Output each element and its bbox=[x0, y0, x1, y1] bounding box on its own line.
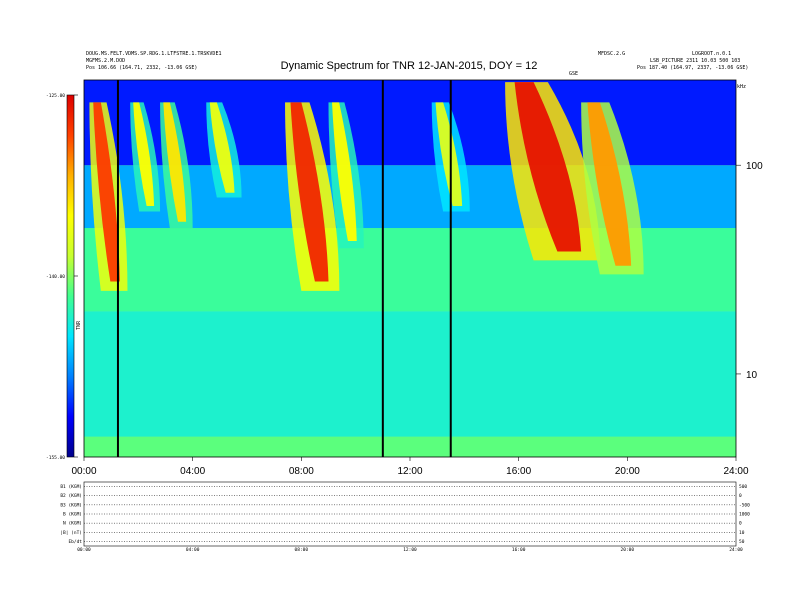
lower-panel-right-tick: 10 bbox=[739, 530, 745, 536]
header-right-line-3: LSB_PICTURE 2311 10.03 500 103 bbox=[650, 58, 740, 64]
background-band bbox=[84, 80, 736, 166]
header-center-small: GSE bbox=[569, 71, 578, 77]
lower-panel: B1 (KGM) B2 (KGM) B3 (KGM) B (KGM) N (KGM) |B… bbox=[60, 481, 750, 553]
header-right-pos: Pos 187.40 (164.97, 2337, -13.06 GSE) bbox=[637, 65, 748, 71]
lower-panel-x-tick-label: 04:00 bbox=[186, 547, 200, 553]
radio-burst-core bbox=[332, 102, 357, 241]
lower-panel-x-tick-label: 00:00 bbox=[77, 547, 91, 553]
y-axis-ticks: 100 10 bbox=[736, 161, 763, 381]
radio-burst-core bbox=[290, 102, 329, 282]
radio-burst-core bbox=[133, 102, 155, 207]
x-tick-label: 20:00 bbox=[615, 466, 640, 477]
lower-panel-x-tick-label: 12:00 bbox=[403, 547, 417, 553]
spectrogram-canvas bbox=[84, 80, 736, 457]
y-unit-label: kHz bbox=[737, 84, 746, 90]
colorbar-unit: TNR bbox=[76, 320, 82, 330]
radio-burst-core bbox=[587, 102, 632, 266]
lower-panel-right-tick: 0 bbox=[739, 493, 742, 499]
lower-panel-right-tick: 0 bbox=[739, 521, 742, 527]
x-tick-label: 24:00 bbox=[723, 466, 748, 477]
header-right-line-2: LOGROOT.n.0.1 bbox=[692, 51, 731, 57]
x-axis-ticks: 00:00 04:00 08:00 12:00 16:00 20:00 24:00 bbox=[71, 457, 749, 477]
x-tick-label: 08:00 bbox=[289, 466, 314, 477]
lower-panel-row-label: N (KGM) bbox=[63, 521, 82, 527]
x-tick-label: 04:00 bbox=[180, 466, 205, 477]
background-band bbox=[84, 436, 736, 457]
colorbar bbox=[66, 94, 75, 458]
lower-panel-x-tick-label: 20:00 bbox=[621, 547, 635, 553]
lower-panel-row-label: B1 (KGM) bbox=[60, 484, 82, 490]
lower-panel-row-label: |B| (nT) bbox=[60, 530, 82, 536]
colorbar-tick-label: -155.00 bbox=[46, 455, 65, 461]
lower-panel-x-tick-label: 24:00 bbox=[729, 547, 743, 553]
lower-panel-right-tick: 50 bbox=[739, 539, 745, 545]
y-tick-label: 100 bbox=[746, 161, 763, 172]
x-tick-label: 16:00 bbox=[506, 466, 531, 477]
header-left-line-1: DOUG.MS.FELT.VDMS.SP.RDG.1.LTFSTRE.1.TRS… bbox=[86, 51, 221, 57]
header-left-line-2: MGFMS.2.M.DOD bbox=[86, 58, 125, 64]
lower-panel-right-tick: 1000 bbox=[739, 512, 750, 518]
lower-panel-row-label: B2 (KGM) bbox=[60, 493, 82, 499]
lower-panel-x-tick-label: 08:00 bbox=[295, 547, 309, 553]
radio-burst-core bbox=[163, 102, 187, 222]
spectrogram-plot bbox=[83, 79, 737, 458]
header-left-pos: Pos 106.66 (164.71, 2332, -13.06 GSE) bbox=[86, 65, 197, 71]
lower-panel-row-label: B (KGM) bbox=[63, 512, 82, 518]
radio-burst-core bbox=[514, 82, 582, 252]
background-band bbox=[84, 311, 736, 437]
colorbar-tick-label: -140.00 bbox=[46, 274, 65, 280]
x-tick-label: 12:00 bbox=[397, 466, 422, 477]
radio-burst-core bbox=[209, 102, 235, 193]
lower-panel-row-label: B3 (KGM) bbox=[60, 502, 82, 508]
lower-panel-rows: B1 (KGM) B2 (KGM) B3 (KGM) B (KGM) N (KGM) |B… bbox=[60, 484, 750, 545]
colorbar-ticks: -125.00 -140.00 -155.00 bbox=[46, 93, 78, 461]
data-gaps-layer bbox=[116, 80, 452, 457]
lower-panel-x-ticks: 00:00 04:00 08:00 12:00 16:00 20:00 24:00 bbox=[77, 547, 743, 553]
lower-panel-x-tick-label: 16:00 bbox=[512, 547, 526, 553]
colorbar-tick-label: -125.00 bbox=[46, 93, 65, 99]
x-tick-label: 00:00 bbox=[71, 466, 96, 477]
lower-panel-row-label: Eb/dt bbox=[68, 539, 82, 545]
header-right-line-1: MFDSC.2.G bbox=[598, 51, 625, 57]
radio-burst-core bbox=[93, 102, 120, 282]
chart-title: Dynamic Spectrum for TNR 12-JAN-2015, DO… bbox=[281, 60, 538, 72]
lower-panel-right-tick: 500 bbox=[739, 484, 747, 490]
radio-burst-core bbox=[435, 102, 463, 207]
y-tick-label: 10 bbox=[746, 370, 758, 381]
lower-panel-right-tick: -500 bbox=[739, 502, 750, 508]
